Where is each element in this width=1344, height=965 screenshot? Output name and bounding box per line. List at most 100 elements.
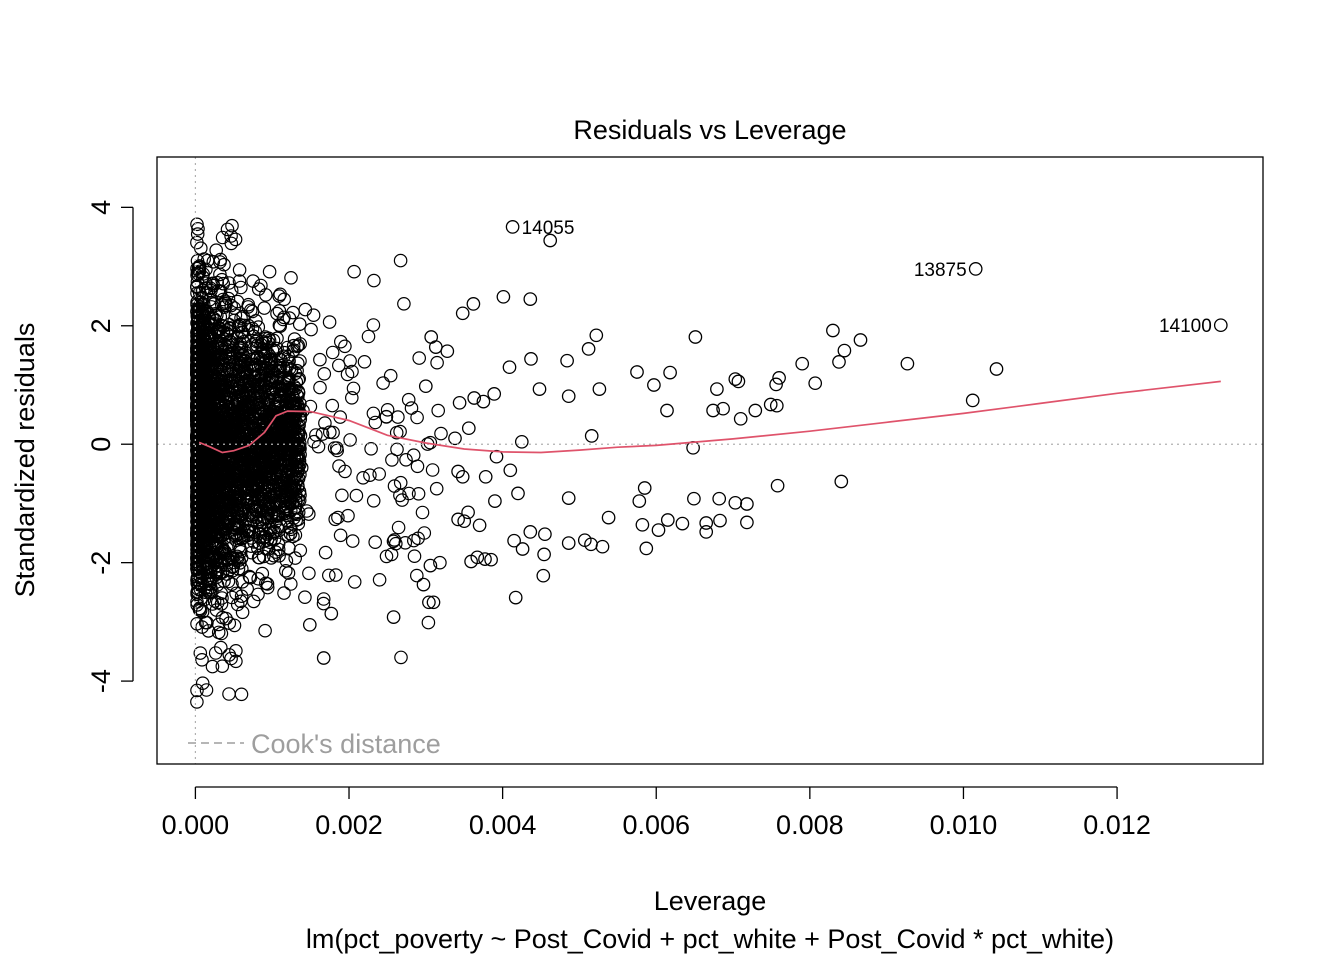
data-point: [386, 534, 401, 549]
data-point: [560, 353, 574, 368]
data-point: [290, 441, 304, 456]
data-point: [331, 510, 345, 525]
data-point: [190, 406, 204, 421]
data-point: [223, 387, 237, 401]
data-point: [457, 514, 472, 529]
data-point: [430, 355, 444, 370]
data-point: [514, 434, 529, 449]
data-point: [235, 605, 250, 620]
data-point: [222, 320, 237, 335]
data-point: [232, 274, 247, 288]
data-point: [230, 549, 244, 564]
data-point: [272, 318, 287, 332]
data-point: [234, 529, 249, 543]
data-point: [316, 651, 331, 665]
outlier-label: 13875: [914, 260, 967, 281]
data-point: [191, 357, 205, 371]
data-point: [415, 505, 430, 520]
data-point: [221, 551, 235, 566]
data-point: [227, 301, 241, 315]
data-point: [508, 590, 523, 605]
data-point: [291, 338, 305, 353]
data-point: [259, 503, 274, 517]
data-point: [227, 618, 242, 633]
data-point: [192, 260, 207, 274]
data-point: [190, 454, 204, 469]
data-point: [478, 552, 492, 566]
data-point: [277, 586, 291, 600]
data-point: [211, 424, 225, 438]
data-point: [433, 555, 447, 570]
data-point: [770, 478, 785, 493]
data-point: [699, 525, 714, 539]
data-point: [248, 357, 262, 371]
data-point: [395, 493, 409, 507]
data-point: [538, 527, 552, 542]
x-tick-label: 0.004: [469, 810, 537, 840]
data-point: [199, 276, 213, 290]
data-point: [328, 512, 342, 527]
data-point: [316, 596, 331, 611]
data-point: [222, 361, 237, 376]
data-point: [207, 560, 222, 575]
data-point: [229, 586, 243, 601]
data-point: [254, 394, 268, 409]
data-point: [341, 508, 355, 523]
data-point: [277, 499, 292, 514]
data-point: [288, 551, 302, 565]
data-point: [387, 533, 402, 547]
data-point: [232, 531, 246, 546]
data-point: [205, 659, 220, 674]
data-point: [291, 427, 306, 442]
data-point: [281, 487, 295, 501]
data-point: [251, 571, 266, 586]
data-point: [346, 381, 361, 396]
data-point: [255, 566, 270, 581]
data-point: [452, 395, 467, 410]
data-point: [250, 443, 265, 457]
data-point: [208, 646, 223, 660]
data-point: [277, 386, 292, 400]
data-point: [769, 377, 783, 392]
data-point: [267, 487, 282, 502]
data-point: [275, 383, 289, 397]
data-point: [228, 232, 243, 247]
data-point: [192, 382, 206, 397]
data-point: [230, 499, 245, 513]
data-point: [190, 683, 204, 698]
data-point: [198, 615, 213, 630]
data-point: [409, 568, 424, 583]
data-point: [561, 389, 576, 404]
data-point: [233, 317, 247, 332]
data-point: [476, 394, 491, 409]
data-point: [423, 558, 438, 573]
data-point: [213, 375, 228, 390]
data-point: [688, 330, 703, 344]
outlier-label: 14055: [522, 218, 575, 239]
data-point: [298, 590, 312, 604]
data-point: [397, 296, 411, 311]
y-axis-label: Standardized residuals: [10, 323, 40, 598]
y-tick-label: -2: [86, 551, 116, 575]
data-point: [361, 329, 376, 344]
data-point: [237, 457, 252, 472]
data-point: [204, 283, 218, 298]
data-point: [989, 362, 1004, 376]
data-point: [194, 310, 209, 325]
data-point: [712, 491, 727, 506]
data-point: [561, 536, 576, 550]
data-point: [257, 423, 271, 438]
data-point: [384, 547, 399, 562]
data-point: [299, 504, 314, 518]
data-point: [202, 499, 216, 514]
model-formula-subtitle: lm(pct_poverty ~ Post_Covid + pct_white …: [306, 924, 1114, 954]
data-point: [699, 516, 714, 530]
data-point: [222, 276, 236, 290]
data-point: [306, 308, 321, 322]
smooth-line: [198, 380, 1221, 454]
data-point: [748, 403, 763, 418]
data-point: [238, 465, 253, 479]
data-point: [434, 426, 448, 441]
data-point: [254, 406, 269, 420]
data-point: [211, 348, 225, 363]
